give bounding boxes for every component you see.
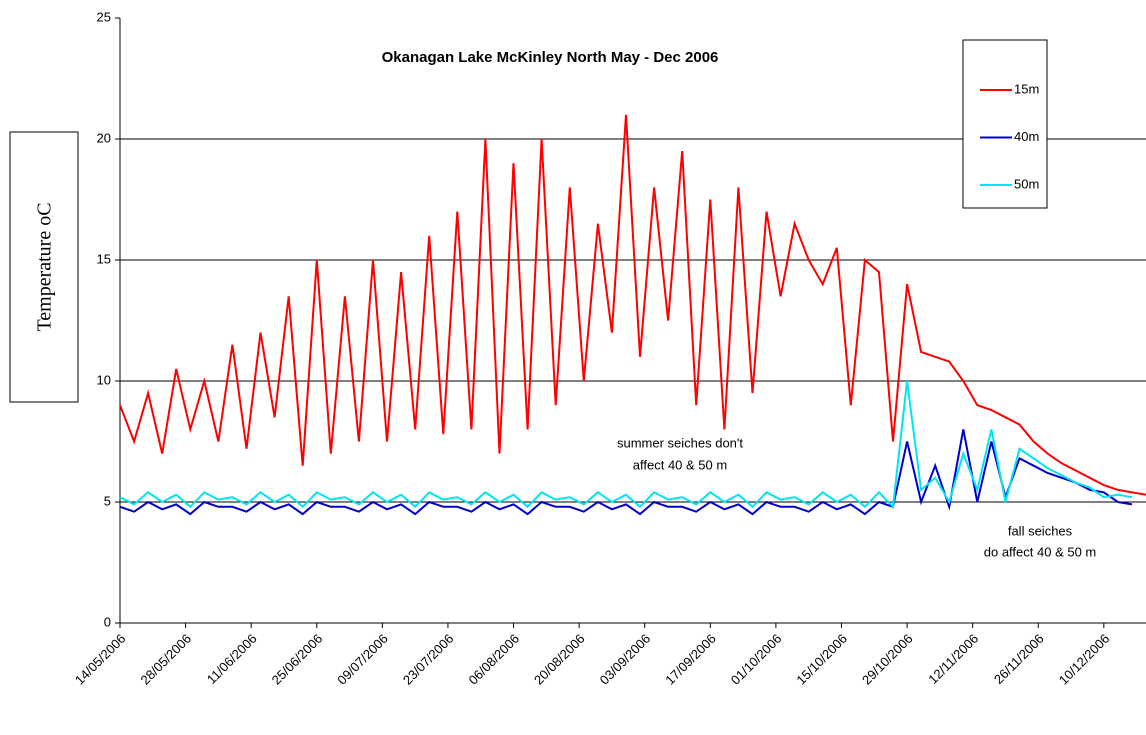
- series-line: [119, 114, 1146, 496]
- y-tick-label: 0: [104, 614, 111, 629]
- series-line: [119, 429, 1133, 516]
- y-label-box: [9, 131, 79, 403]
- x-tick-label: 23/07/2006: [400, 631, 457, 688]
- x-tick-label: 15/10/2006: [793, 631, 850, 688]
- y-axis-label: Temperature oC: [34, 202, 56, 331]
- x-tick-label: 09/07/2006: [334, 631, 391, 688]
- y-tick-label: 10: [97, 372, 111, 387]
- x-tick-label: 03/09/2006: [597, 631, 654, 688]
- x-tick-label: 12/11/2006: [925, 631, 981, 687]
- x-tick-label: 10/12/2006: [1056, 631, 1113, 688]
- x-tick-label: 06/08/2006: [465, 631, 522, 688]
- chart-title: Okanagan Lake McKinley North May - Dec 2…: [382, 49, 719, 66]
- series-line: [119, 380, 1133, 510]
- y-tick-label: 15: [97, 251, 111, 266]
- y-tick-label: 20: [97, 130, 111, 145]
- annotation: affect 40 & 50 m: [633, 457, 727, 472]
- legend-label: 50m: [1014, 176, 1039, 191]
- x-tick-label: 20/08/2006: [531, 631, 588, 688]
- y-tick-label: 5: [104, 493, 111, 508]
- x-tick-label: 14/05/2006: [72, 631, 129, 688]
- annotation: summer seiches don't: [617, 435, 743, 450]
- legend-label: 15m: [1014, 81, 1039, 96]
- x-tick-label: 11/06/2006: [204, 631, 260, 687]
- legend: [962, 39, 1048, 209]
- x-tick-label: 17/09/2006: [662, 631, 719, 688]
- x-tick-label: 01/10/2006: [728, 631, 785, 688]
- legend-label: 40m: [1014, 129, 1039, 144]
- annotation: do affect 40 & 50 m: [984, 544, 1097, 559]
- annotation: fall seiches: [1008, 523, 1073, 538]
- x-tick-label: 25/06/2006: [269, 631, 326, 688]
- x-tick-label: 28/05/2006: [138, 631, 195, 688]
- x-tick-label: 26/11/2006: [991, 631, 1047, 687]
- x-tick-label: 29/10/2006: [859, 631, 916, 688]
- y-tick-label: 25: [97, 9, 111, 24]
